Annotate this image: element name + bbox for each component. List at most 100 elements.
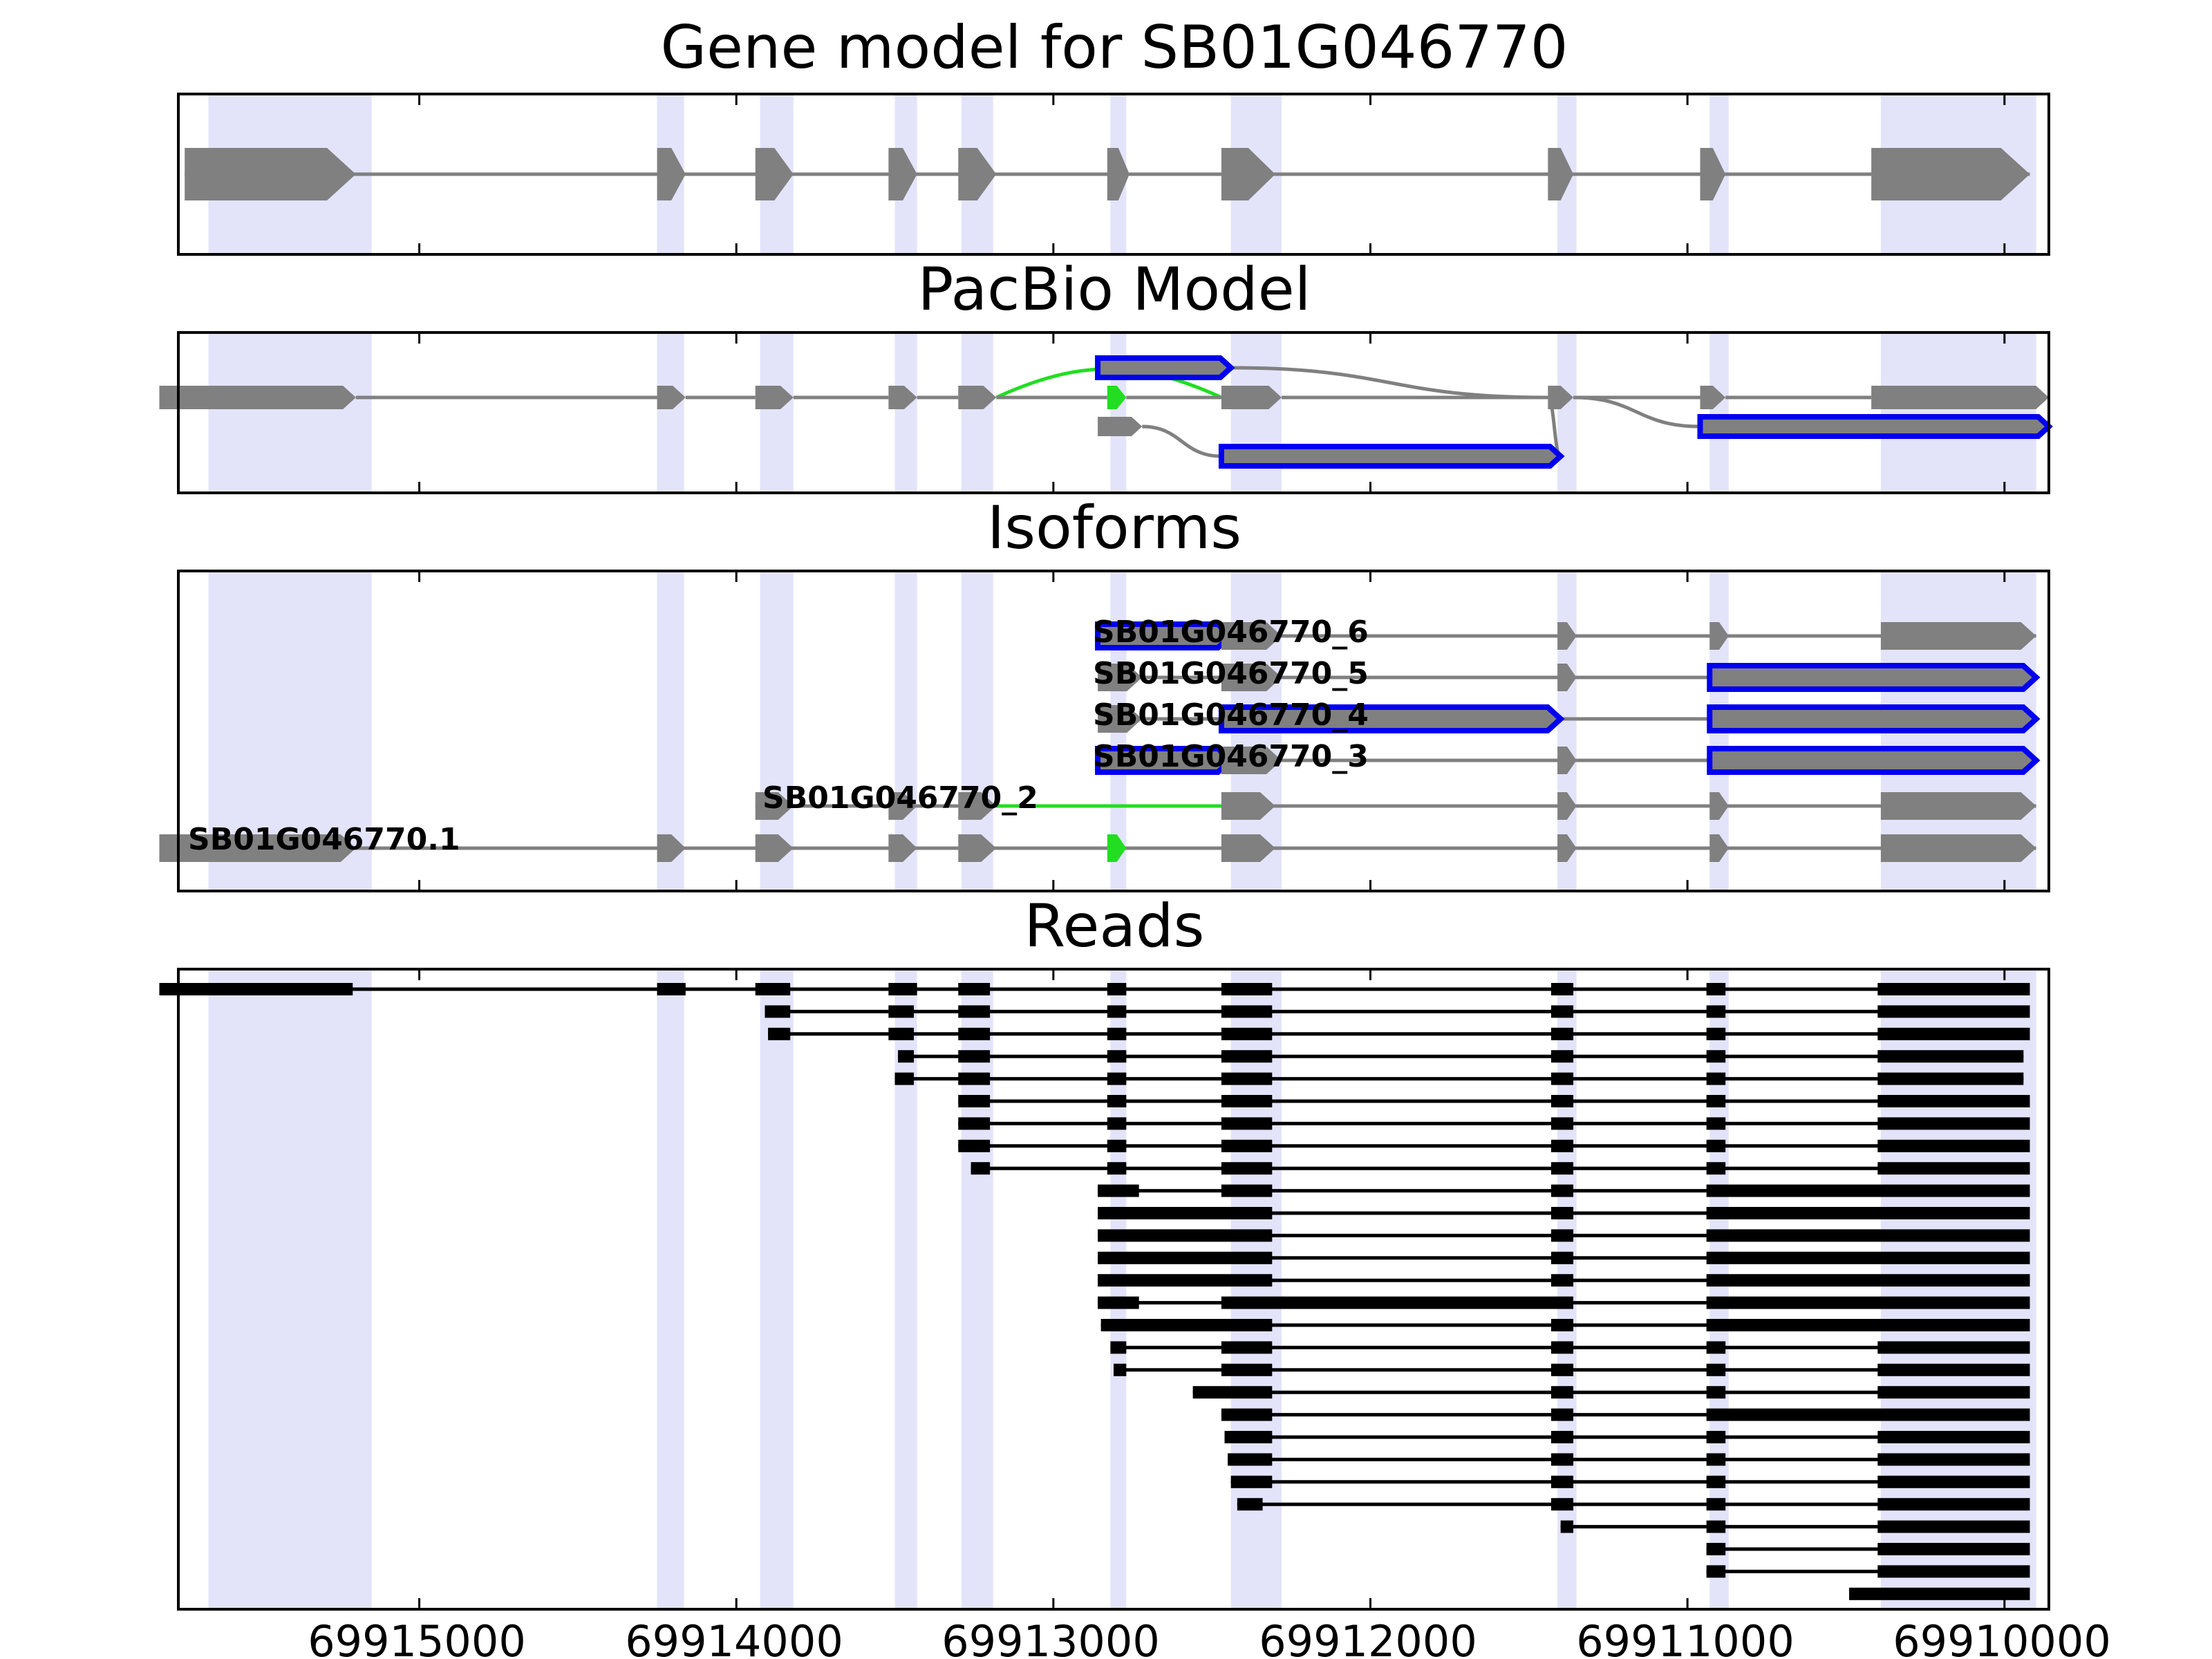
read-block (1877, 1543, 2030, 1555)
isoform-exon (1098, 664, 1143, 691)
splice-node (888, 386, 917, 409)
exon-highlight (1230, 332, 1282, 493)
read-block (1550, 1251, 1574, 1264)
exon-highlight (1709, 969, 1729, 1609)
read-block (1550, 1005, 1574, 1018)
read-block (1877, 1453, 2030, 1466)
read-block (1550, 1475, 1574, 1488)
read-block (1550, 1095, 1574, 1107)
read-block (1877, 1005, 2030, 1018)
splice-node (159, 386, 356, 409)
read-block (1877, 1431, 2030, 1443)
isoform-exon (1880, 834, 2036, 862)
isoform-exon (1707, 663, 2041, 692)
isoform-exon (755, 792, 794, 820)
read-block (1221, 1050, 1273, 1063)
isoform-exon (1221, 622, 1282, 650)
isoform-label: SB01G046770_6 (1093, 615, 1369, 650)
read-block (1221, 1005, 1273, 1018)
isoform-label: SB01G046770_5 (1093, 656, 1369, 691)
splice-node (1095, 355, 1235, 380)
read-block (1550, 1072, 1574, 1085)
read-block (894, 1072, 915, 1085)
read-block (1877, 1475, 2030, 1488)
exon-arrow (1871, 148, 2030, 200)
read-block (1550, 1184, 1574, 1197)
read-block (1550, 1408, 1574, 1421)
gene-model-title: Gene model for SB01G046770 (661, 13, 1568, 82)
exon-arrow (1700, 148, 1726, 200)
axis-ticks (418, 332, 2006, 493)
exon-highlight (1110, 969, 1127, 1609)
read-block (1107, 1162, 1127, 1175)
isoform-exon (1557, 664, 1577, 691)
x-tick-label: 69910000 (1893, 1616, 2111, 1659)
read-block (1550, 1117, 1574, 1130)
read-block (1877, 1095, 2030, 1107)
pacbio-model-title: PacBio Model (917, 255, 1311, 324)
panel-frame (177, 968, 2050, 1611)
exon-highlight (1880, 332, 2036, 493)
isoform-exon (888, 834, 917, 862)
read-block (1877, 1386, 2030, 1399)
read-block (1550, 1498, 1574, 1511)
read-block (765, 1005, 791, 1018)
isoform-exon (1709, 834, 1729, 862)
read-block (1107, 1050, 1127, 1063)
read-block (1107, 1027, 1127, 1040)
read-block (1221, 1363, 1273, 1376)
read-block (1098, 1274, 1273, 1287)
read-block (1114, 1363, 1127, 1376)
read-block (1706, 1005, 1726, 1018)
read-block (1550, 1027, 1574, 1040)
read-block (1706, 1431, 1726, 1443)
read-block (1550, 1363, 1574, 1376)
isoform-exon (1557, 747, 1577, 774)
splice-node (1098, 417, 1143, 436)
read-block (1877, 1565, 2030, 1578)
isoforms-title: Isoforms (987, 494, 1241, 563)
read-block (1107, 1072, 1127, 1085)
axis-ticks (418, 94, 2006, 254)
exon-highlight (1709, 332, 1729, 493)
read-block (1706, 1520, 1726, 1533)
splice-edge (1573, 395, 1700, 429)
read-block (1098, 1184, 1139, 1197)
read-block (1560, 1520, 1574, 1533)
isoform-exon (1221, 747, 1282, 774)
read-block (958, 1027, 991, 1040)
read-block (1221, 1162, 1273, 1175)
read-block (1550, 1139, 1574, 1152)
splice-node (1700, 386, 1726, 409)
splice-node (657, 386, 686, 409)
read-block (1221, 1408, 1273, 1421)
isoform-exon (1098, 705, 1143, 733)
exon-highlight (760, 332, 794, 493)
read-block (888, 1005, 915, 1018)
gene-model-marks (185, 148, 2030, 200)
read-block (1237, 1498, 1263, 1511)
read-block (1706, 1543, 1726, 1555)
read-block (1550, 1274, 1574, 1287)
isoforms-panel: SB01G046770_6 SB01G046770_5 SB01G046770_… (159, 570, 2050, 892)
read-block (1221, 1341, 1273, 1354)
read-block (1706, 1072, 1726, 1085)
exon-highlight (961, 332, 993, 493)
exon-highlight (1880, 969, 2036, 1609)
read-block (1221, 983, 1273, 995)
read-block (1550, 1229, 1574, 1242)
exon-highlight (657, 332, 684, 493)
exon-highlight (961, 969, 993, 1609)
read-block (1107, 1005, 1127, 1018)
read-block (958, 1005, 991, 1018)
splice-node (1107, 386, 1127, 409)
read-block (958, 1117, 991, 1130)
splice-graph-nodes (159, 355, 2053, 469)
exon-arrow (1221, 148, 1275, 200)
read-block (1849, 1587, 2030, 1600)
isoform-exon (1707, 746, 2041, 775)
panel-frame (177, 93, 2050, 256)
isoform-exon (1107, 834, 1127, 862)
exon-highlight (657, 969, 684, 1609)
